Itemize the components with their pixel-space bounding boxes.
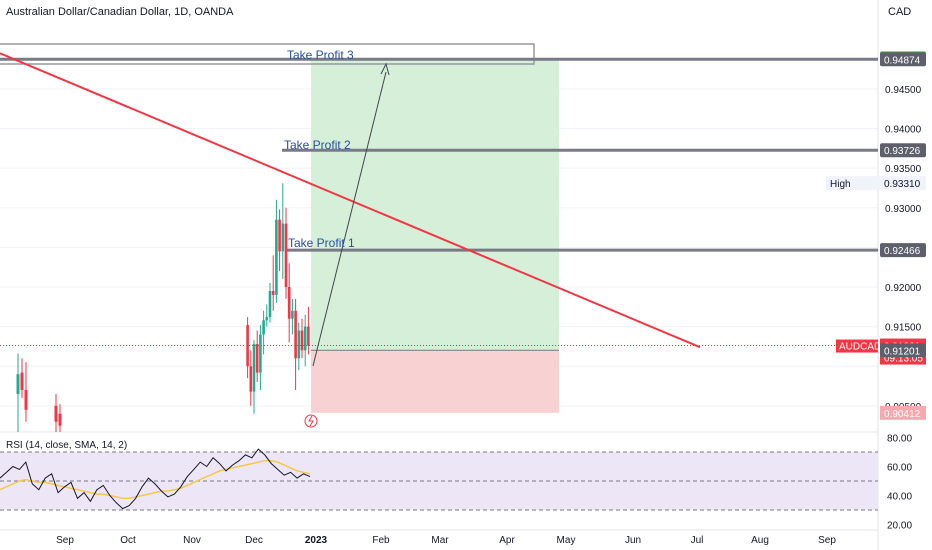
candle-body (58, 413, 62, 426)
countdown: 09:13:05 (884, 354, 923, 365)
high-value: 0.93310 (884, 179, 921, 190)
price-axis: 0.945000.940000.935000.930000.925000.920… (826, 51, 926, 420)
candle-body (16, 374, 20, 394)
axis-currency: CAD (888, 6, 912, 18)
candle-body (271, 290, 275, 295)
candle-body (291, 310, 294, 319)
tp3-badge: 0.94874 (884, 55, 921, 66)
high-value-bg (880, 176, 926, 191)
candle-body (300, 330, 304, 351)
candle-body (259, 334, 262, 373)
high-label: High (830, 179, 851, 190)
profit-zone (311, 59, 559, 351)
time-tick-label: May (557, 535, 576, 546)
candle-body (265, 317, 269, 321)
candle-body (249, 366, 253, 392)
tp1-badge-bg (880, 243, 926, 258)
candle-body (287, 286, 291, 319)
price-tick-label: 0.91500 (885, 323, 922, 334)
time-tick-label: Jul (691, 535, 704, 546)
time-tick-label: Oct (120, 535, 136, 546)
entry-badge-bg (880, 343, 926, 358)
time-tick-label: Sep (818, 535, 836, 546)
candle-body (252, 344, 256, 392)
candle-body (278, 219, 281, 252)
rsi-line (0, 448, 311, 510)
take-profit-1-label[interactable]: Take Profit 1 (288, 236, 355, 250)
stop-badge: 0.90412 (884, 409, 921, 420)
drawing-overlay (0, 52, 701, 428)
candle-body (275, 219, 278, 295)
trendline (0, 52, 701, 349)
take-profit-3-box (0, 43, 535, 65)
candle-body (294, 310, 297, 359)
symbol-badge: AUDCAD (839, 342, 881, 353)
candle-body (284, 223, 288, 287)
candle-body (307, 326, 310, 346)
time-tick-label: Dec (245, 535, 263, 546)
arrow-head (380, 62, 390, 76)
candle-body (262, 320, 265, 335)
price-tick-label: 0.93000 (885, 204, 922, 215)
rsi-title[interactable]: RSI (14, close, SMA, 14, 2) (6, 440, 128, 451)
rsi-tick-label: 60.00 (887, 463, 912, 474)
position-zones (311, 59, 559, 413)
rsi-band (0, 452, 878, 510)
entry-badge: 0.91201 (884, 346, 921, 357)
time-tick-label: Mar (431, 535, 449, 546)
time-tick-label: Aug (751, 535, 769, 546)
candle-body (24, 390, 28, 410)
lightning-icon (308, 415, 314, 427)
take-profit-2-label[interactable]: Take Profit 2 (284, 138, 351, 152)
rsi-tick-label: 20.00 (887, 521, 912, 532)
tp3-badge-bg (880, 52, 926, 67)
rsi-tick-label: 40.00 (887, 492, 912, 503)
stop-badge-bg (880, 405, 926, 420)
rsi-pane: 80.00 60.00 40.00 20.00 (0, 434, 912, 532)
candle-body (246, 325, 249, 367)
take-profit-3-label[interactable]: Take Profit 3 (287, 48, 354, 62)
rsi-sma-line (0, 459, 311, 500)
symbol-badge-bg (836, 339, 878, 353)
take-profit-levels (0, 43, 878, 347)
candle-body (303, 326, 307, 351)
candle-body (20, 372, 24, 391)
price-tick-label: 0.94000 (885, 125, 922, 136)
time-tick-label: Sep (56, 535, 74, 546)
high-label-bg (826, 176, 880, 191)
candle-body (54, 405, 58, 422)
price-tick-label: 0.93500 (885, 164, 922, 175)
rsi-tick-label: 80.00 (887, 434, 912, 445)
tp2-badge: 0.93726 (884, 146, 921, 157)
time-tick-label: Apr (499, 535, 515, 546)
candle-body (268, 290, 272, 318)
loss-zone (311, 350, 559, 413)
tp2-badge-bg (880, 143, 926, 158)
price-tick-label: 0.94500 (885, 85, 922, 96)
candle-body (297, 330, 301, 359)
chart-title: Australian Dollar/Canadian Dollar, 1D, O… (6, 6, 234, 18)
time-tick-label: Nov (183, 535, 201, 546)
time-tick-label: Jun (625, 535, 641, 546)
candle-body (281, 223, 285, 252)
candle-body (255, 344, 259, 373)
time-tick-label: 2023 (305, 535, 328, 546)
tp1-badge: 0.92466 (884, 246, 921, 257)
projection-arrow (312, 71, 387, 367)
price-tick-label: 0.92000 (885, 283, 922, 294)
time-axis: Sep Oct Nov Dec 2023 Feb Mar Apr May Jun Jul Aug Sep (0, 529, 878, 546)
time-tick-label: Feb (372, 535, 390, 546)
candlestick-series (16, 183, 310, 432)
